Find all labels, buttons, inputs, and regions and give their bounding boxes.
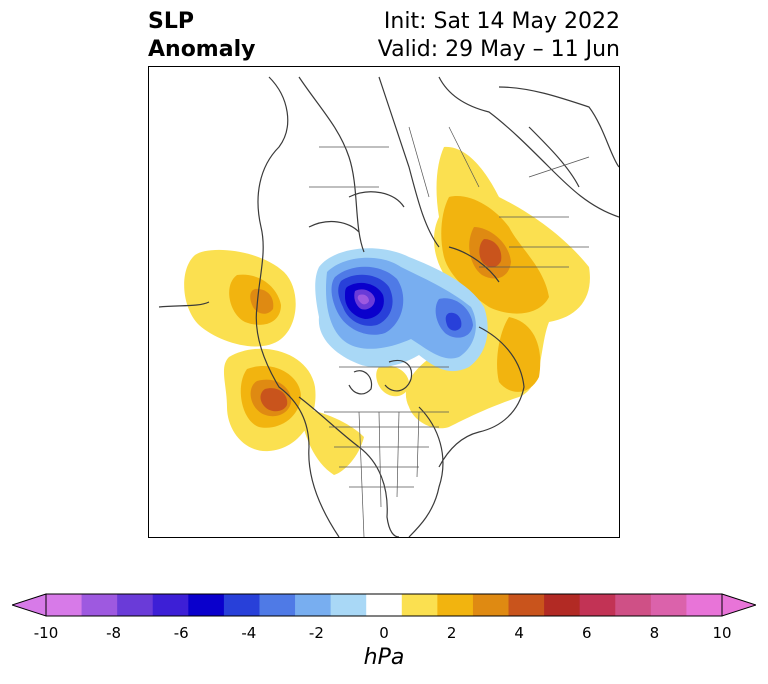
colorbar-tick-label: -2 xyxy=(308,624,324,642)
colorbar-segments xyxy=(12,593,756,617)
political-borders xyxy=(309,126,590,537)
init-date-label: Init: Sat 14 May 2022 xyxy=(383,9,620,34)
valid-range-label: Valid: 29 May – 11 Jun xyxy=(377,37,620,62)
variable-label-line1: SLP xyxy=(148,9,194,34)
colorbar-bin xyxy=(223,594,260,616)
colorbar-bin xyxy=(686,594,723,616)
colorbar-tick-label: 0 xyxy=(379,624,389,642)
colorbar-tick-label: -6 xyxy=(173,624,189,642)
colorbar-bin xyxy=(259,594,296,616)
variable-label-line2: Anomaly xyxy=(148,37,256,62)
colorbar-tick-label: 6 xyxy=(582,624,592,642)
colorbar-under-arrow xyxy=(12,593,47,617)
colorbar-bin xyxy=(544,594,581,616)
colorbar-frame xyxy=(45,593,723,617)
map-title: SLP Anomaly xyxy=(148,8,255,64)
negative-anomaly-fill xyxy=(315,248,488,372)
colorbar-bin xyxy=(295,594,332,616)
colorbar-tick-label: 8 xyxy=(649,624,660,642)
colorbar-tick-label: -4 xyxy=(241,624,257,642)
slp-anomaly-map xyxy=(148,66,620,538)
colorbar-bin xyxy=(437,594,474,616)
colorbar-bin xyxy=(472,594,510,616)
forecast-dates: Init: Sat 14 May 2022 Valid: 29 May – 11… xyxy=(378,8,620,64)
colorbar xyxy=(12,593,756,617)
colorbar-bin xyxy=(81,594,118,616)
coastlines xyxy=(158,76,619,537)
colorbar-over-arrow xyxy=(721,593,756,617)
map-canvas xyxy=(158,76,619,537)
colorbar-tick-label: -10 xyxy=(33,624,59,642)
colorbar-bin xyxy=(508,594,545,616)
colorbar-bin xyxy=(188,594,225,616)
colorbar-tick-label: -8 xyxy=(106,624,122,642)
colorbar-bin xyxy=(330,594,367,616)
colorbar-tick-label: 4 xyxy=(514,624,524,642)
colorbar-units-label: hPa xyxy=(363,645,405,670)
colorbar-bin xyxy=(401,594,438,616)
colorbar-tick-label: 2 xyxy=(446,624,457,642)
colorbar-bin xyxy=(366,594,403,616)
colorbar-bin xyxy=(615,594,652,616)
colorbar-bin xyxy=(117,594,154,616)
colorbar-bin xyxy=(650,594,687,616)
colorbar-bin xyxy=(152,594,189,616)
colorbar-tick-label: 10 xyxy=(712,624,732,642)
colorbar-bin xyxy=(46,594,83,616)
colorbar-bin xyxy=(579,594,616,616)
